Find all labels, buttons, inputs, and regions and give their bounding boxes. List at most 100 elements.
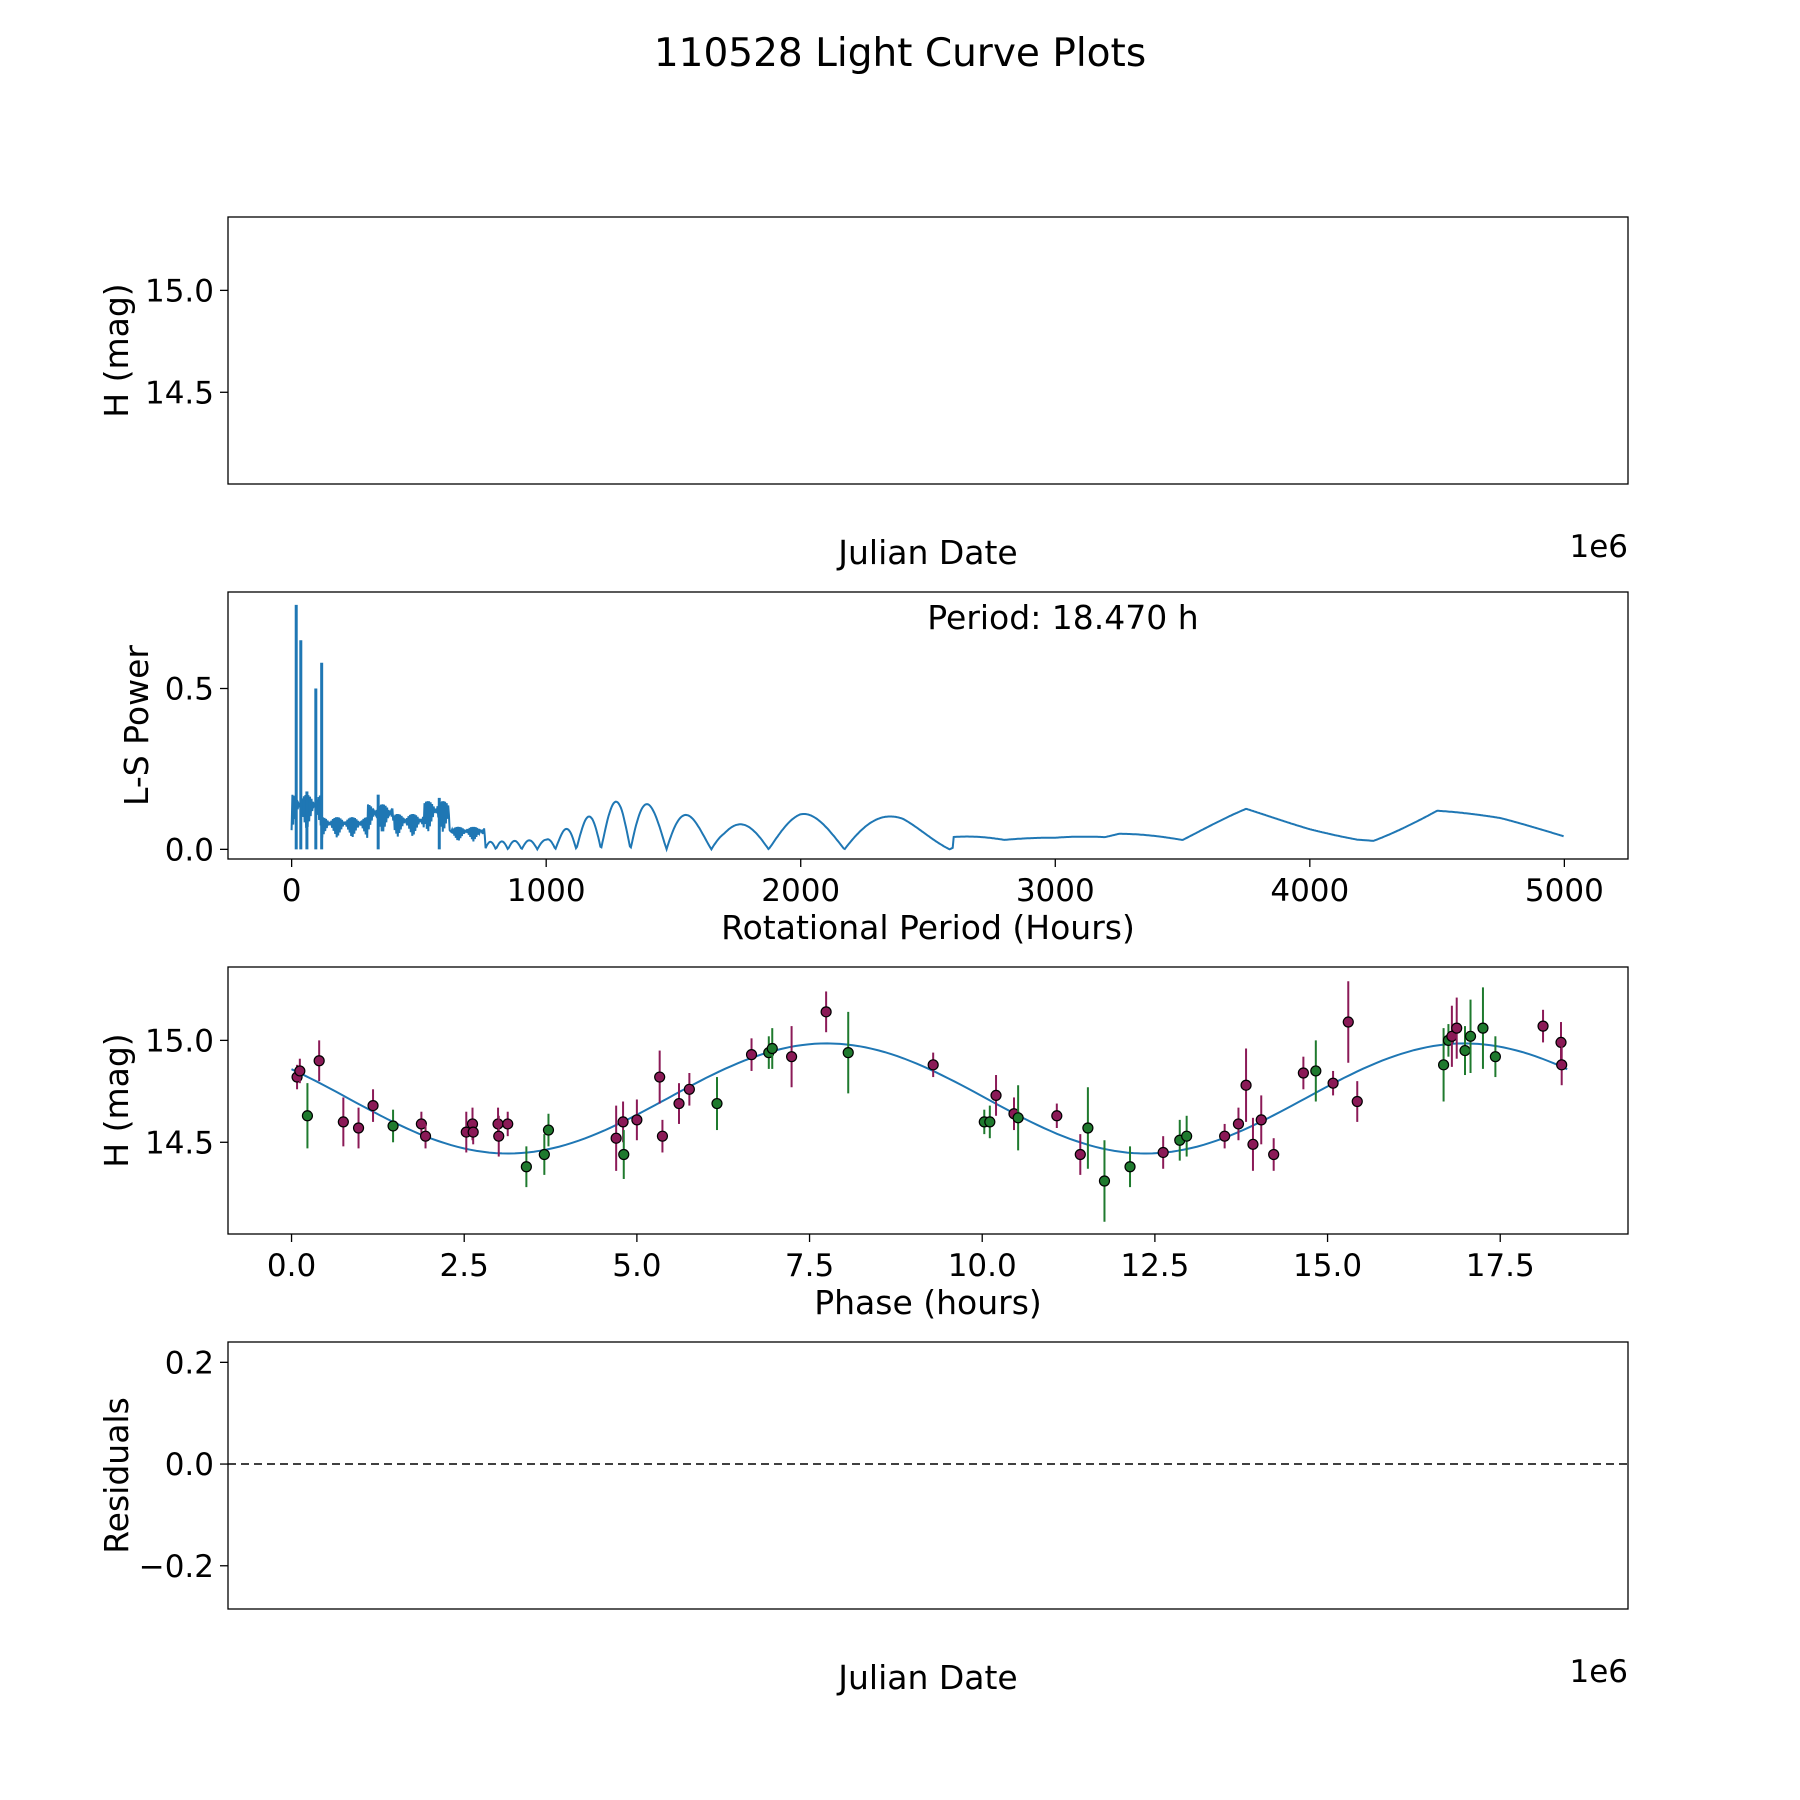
data-point [387,1120,399,1132]
y-tick-label: 0.2 [165,1345,214,1381]
data-point [313,1055,325,1067]
figure-title: 110528 Light Curve Plots [654,31,1146,76]
y-tick-label: 0.0 [165,832,214,868]
data-point [1074,1148,1086,1161]
data-point [1451,1022,1463,1034]
x-offset-label: 1e6 [1569,1654,1628,1690]
data-point [711,1097,723,1110]
y-axis-label: H (mag) [97,1033,136,1167]
y-axis-label: Residuals [97,1397,136,1554]
x-tick-label: 7.5 [785,1248,834,1284]
data-point [294,1065,306,1077]
axes-frame [227,216,1629,485]
y-tick-label: 0.5 [165,672,214,708]
x-tick-label: 12.5 [1120,1248,1189,1284]
data-point [1477,1022,1489,1034]
data-point [618,1148,630,1161]
x-offset-label: 1e6 [1569,529,1628,565]
x-tick-label: 1000 [507,873,586,909]
data-point [1310,1065,1322,1077]
data-point [542,1124,555,1136]
data-point [683,1083,695,1095]
x-axis-label: Julian Date [836,533,1018,572]
x-tick-label: 0.0 [267,1248,316,1284]
data-point [1327,1077,1339,1089]
data-point [617,1116,629,1128]
panel-periodogram: 0 1000 2000 3000 4000 5000 0.0 0.5 Rotational Pe… [117,591,1629,947]
data-point [1181,1130,1193,1142]
data-point [1459,1044,1471,1057]
data-point [467,1126,479,1138]
x-tick-label: 10.0 [948,1248,1017,1284]
data-point [631,1114,643,1126]
x-tick-label: 4000 [1270,873,1349,909]
panel-residuals: 2.45842.45862.45882.45902.45922.4594−0.2… [97,1341,1629,1697]
data-point [1240,1079,1252,1091]
y-axis-label: L-S Power [117,645,156,806]
data-point [673,1097,685,1110]
x-tick-label: 2000 [761,873,840,909]
data-point [984,1116,996,1128]
data-point [1437,1059,1450,1071]
data-point [520,1161,532,1173]
period-annotation: Period: 18.470 h [927,598,1198,637]
y-axis-label: H (mag) [97,283,136,417]
axes-frame [227,966,1629,1235]
axes-frame [227,591,1629,860]
model-curve [291,1042,1568,1155]
panel-lightcurve: 2.45842.45862.45882.45902.45922.459414.5… [97,216,1629,572]
data-point [785,1051,798,1063]
data-point [367,1099,379,1112]
data-point [1464,1030,1477,1042]
data-point [1556,1059,1568,1071]
data-point [842,1047,854,1059]
data-point [1342,1016,1354,1028]
y-tick-label: 0.0 [165,1447,214,1483]
data-point [927,1059,939,1071]
x-tick-label: 5.0 [612,1248,661,1284]
data-point [1157,1146,1169,1159]
data-point [1051,1110,1063,1122]
plot-area [291,981,1568,1222]
data-point [1247,1138,1259,1150]
data-point [1232,1118,1245,1130]
data-point [820,1006,832,1018]
data-point [1098,1175,1111,1187]
axes-frame [227,1341,1629,1610]
y-tick-label: 15.0 [145,273,214,309]
x-tick-label: 15.0 [1293,1248,1362,1284]
data-point [745,1049,758,1061]
data-point [990,1089,1002,1102]
data-point [493,1130,505,1142]
plot-area [290,604,1564,853]
data-point [538,1148,550,1161]
data-point [1297,1067,1309,1079]
periodogram-line [290,794,1564,853]
data-point [1489,1051,1501,1063]
data-point [1255,1114,1267,1126]
y-tick-label: 14.5 [145,375,214,411]
x-axis-label: Julian Date [836,1658,1018,1697]
y-tick-label: −0.2 [139,1549,214,1585]
data-point [1124,1161,1136,1173]
panel-phased: 0.0 2.5 5.0 7.5 10.0 12.5 15.0 17.5 14.5 15.0 Phas… [97,966,1629,1322]
data-point [654,1071,666,1083]
data-point [1082,1122,1094,1134]
data-point [1537,1020,1549,1032]
x-tick-label: 5000 [1525,873,1604,909]
x-axis-label: Phase (hours) [814,1283,1042,1322]
data-point [1268,1148,1280,1161]
data-point [502,1118,514,1130]
x-tick-label: 2.5 [440,1248,489,1284]
data-point [352,1122,365,1134]
x-tick-label: 17.5 [1466,1248,1535,1284]
y-tick-label: 15.0 [145,1023,214,1059]
data-point [610,1132,622,1144]
plot-area [228,1463,1628,1465]
x-tick-label: 3000 [1016,873,1095,909]
data-point [1351,1095,1363,1108]
y-tick-label: 14.5 [145,1125,214,1161]
data-point [337,1116,349,1128]
x-tick-label: 0 [282,873,302,909]
